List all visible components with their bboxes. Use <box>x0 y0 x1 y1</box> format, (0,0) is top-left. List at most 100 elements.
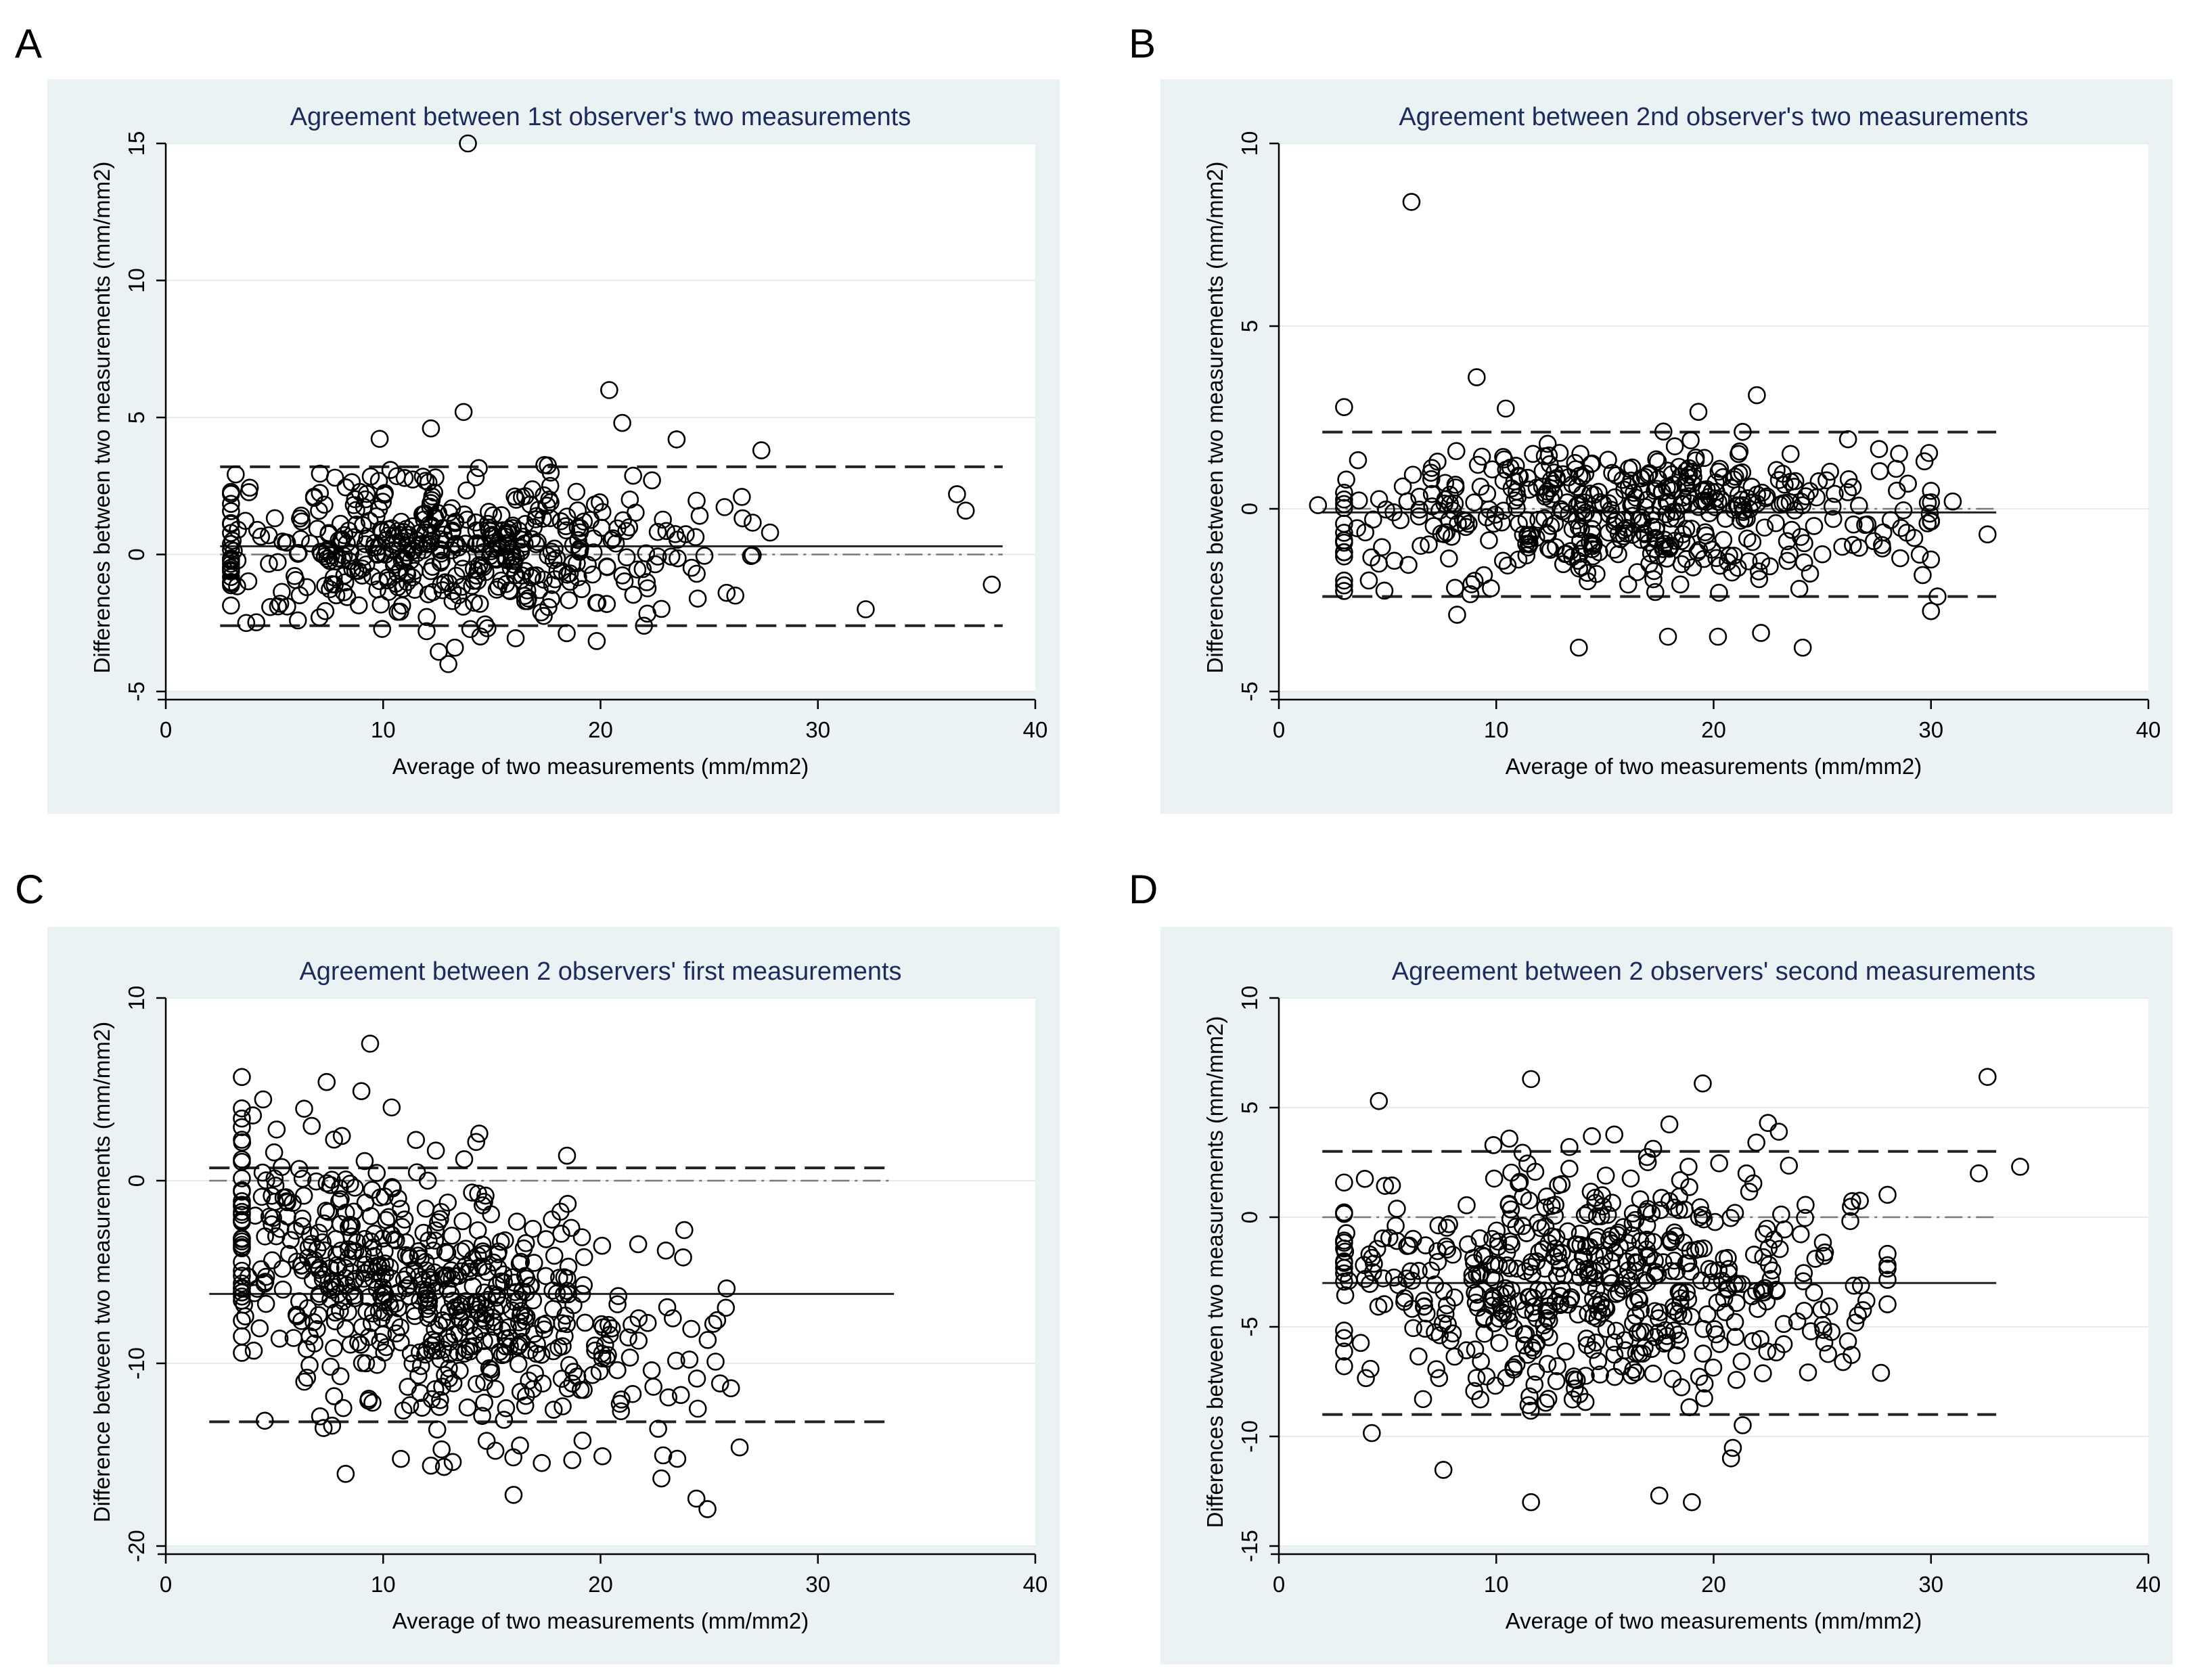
data-point <box>1375 581 1394 600</box>
data-point <box>1747 1133 1765 1152</box>
data-point <box>539 597 558 616</box>
data-point <box>1650 1486 1669 1505</box>
data-point <box>1537 1309 1556 1327</box>
data-point <box>486 1380 505 1399</box>
data-point <box>1688 543 1707 562</box>
data-point <box>1844 515 1863 534</box>
data-point <box>316 601 335 620</box>
data-point <box>733 488 751 506</box>
data-point <box>486 1441 505 1460</box>
data-point <box>466 468 485 486</box>
data-point <box>304 1313 323 1332</box>
data-point <box>1589 482 1608 501</box>
data-point <box>1694 491 1713 509</box>
data-point <box>454 597 472 616</box>
data-point <box>552 1225 570 1243</box>
data-point <box>664 1309 682 1327</box>
data-point <box>668 1449 687 1468</box>
data-point <box>222 549 240 568</box>
data-point <box>658 1298 677 1317</box>
data-point <box>1767 514 1785 532</box>
data-point <box>519 589 537 608</box>
data-point <box>524 518 543 537</box>
data-point <box>1851 1191 1869 1210</box>
data-point <box>654 510 672 529</box>
data-point <box>253 1163 272 1182</box>
y-tick-label: 10 <box>124 986 149 1011</box>
data-point <box>1498 556 1517 575</box>
data-point <box>1765 1230 1783 1249</box>
data-point <box>443 1453 462 1472</box>
data-point <box>413 468 432 486</box>
data-point <box>1614 1279 1633 1298</box>
data-point <box>1427 1360 1445 1378</box>
data-point <box>461 620 480 639</box>
data-point <box>721 1379 740 1398</box>
data-point <box>1978 525 1997 544</box>
data-point <box>656 1242 675 1260</box>
data-point <box>1801 482 1819 501</box>
data-point <box>629 1309 648 1327</box>
data-point <box>1483 460 1501 479</box>
data-point <box>680 1350 699 1369</box>
data-point <box>1386 1217 1405 1235</box>
data-point <box>610 1394 629 1413</box>
data-point <box>1573 501 1591 520</box>
data-point <box>948 485 966 503</box>
data-point <box>489 1242 507 1261</box>
data-point <box>1430 1369 1449 1388</box>
y-tick-label: 0 <box>1237 1211 1262 1223</box>
data-point <box>452 548 471 567</box>
data-point <box>344 1202 363 1221</box>
data-point <box>293 1217 311 1235</box>
data-point <box>428 1341 447 1360</box>
data-point <box>1517 511 1536 530</box>
data-point <box>539 456 557 475</box>
x-axis-label: Average of two measurements (mm/mm2) <box>392 754 809 779</box>
data-point <box>222 514 240 532</box>
data-point <box>376 1286 394 1304</box>
data-point <box>375 1343 394 1362</box>
data-point <box>233 1181 251 1200</box>
data-point <box>1591 1365 1609 1384</box>
data-point <box>395 469 414 487</box>
data-point <box>1899 474 1917 493</box>
data-point <box>233 1212 251 1231</box>
data-point <box>1806 1250 1825 1268</box>
data-point <box>1335 1173 1353 1192</box>
data-point <box>1619 575 1637 594</box>
data-point <box>431 1390 449 1409</box>
data-point <box>1622 1366 1641 1385</box>
data-point <box>1467 1369 1486 1387</box>
data-point <box>652 1469 671 1488</box>
data-point <box>369 472 388 491</box>
data-point <box>1922 601 1941 620</box>
data-point <box>1920 504 1939 523</box>
data-point <box>323 1273 342 1291</box>
chart-svg-d: Agreement between 2 observers' second me… <box>1202 957 2161 1633</box>
data-point <box>1870 440 1889 458</box>
data-point <box>256 1411 274 1430</box>
data-point <box>227 465 245 484</box>
data-point <box>512 1332 531 1351</box>
data-point <box>235 1296 253 1314</box>
data-point <box>476 535 495 553</box>
data-point <box>1769 1122 1788 1141</box>
data-point <box>1335 1239 1353 1258</box>
data-point <box>1534 1240 1552 1258</box>
data-point <box>424 1241 443 1260</box>
data-point <box>587 632 606 650</box>
data-point <box>1587 1334 1605 1352</box>
data-point <box>1614 510 1633 529</box>
data-point <box>325 1312 344 1331</box>
data-point <box>1446 578 1464 597</box>
data-point <box>1585 1262 1604 1281</box>
data-point <box>409 1366 428 1385</box>
data-point <box>336 478 355 497</box>
data-point <box>416 472 435 490</box>
data-point <box>1657 493 1676 511</box>
data-point <box>473 1196 492 1214</box>
data-point <box>1572 520 1590 539</box>
data-point <box>1767 1280 1786 1299</box>
data-point <box>1689 403 1708 422</box>
